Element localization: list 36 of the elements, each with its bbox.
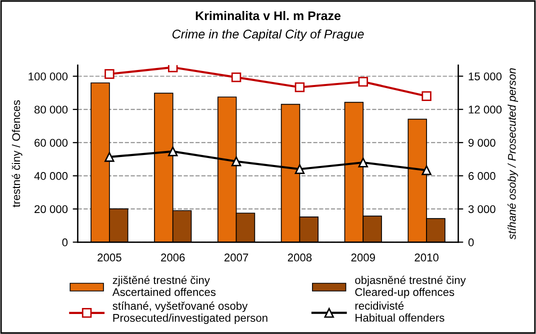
point bbox=[168, 146, 178, 156]
point bbox=[358, 76, 368, 87]
x-tick-label: 2009 bbox=[351, 254, 375, 262]
legend-label: stíhané, vyšetřované osoby Prosecuted/investigated person bbox=[112, 302, 268, 324]
y-axis-title: trestné činy / Ofences bbox=[12, 100, 22, 208]
legend-label: recidivisté Habitual offenders bbox=[355, 301, 444, 322]
point bbox=[231, 72, 242, 82]
y-tick-label: 60 000 bbox=[34, 138, 68, 147]
y-tick-label: 20 000 bbox=[34, 205, 68, 214]
y2-axis-title: stíhané osoby / Prosecuted person bbox=[508, 68, 518, 240]
x-tick-label: 2005 bbox=[98, 254, 122, 262]
point bbox=[294, 164, 305, 174]
x-tick-label: 2006 bbox=[161, 254, 185, 262]
x-tick-label: 2007 bbox=[224, 254, 248, 262]
y-tick-label: 0 bbox=[62, 238, 68, 246]
y-tick-label: 40 000 bbox=[34, 172, 68, 180]
y2-tick-label: 9 000 bbox=[468, 138, 496, 147]
point bbox=[422, 91, 432, 101]
point bbox=[168, 65, 178, 72]
x-tick-label: 2010 bbox=[414, 254, 438, 262]
point bbox=[358, 158, 368, 168]
point bbox=[231, 156, 242, 166]
point bbox=[104, 152, 114, 162]
y2-tick-label: 15 000 bbox=[468, 72, 502, 80]
y2-tick-label: 3 000 bbox=[468, 205, 496, 214]
y-tick-label: 80 000 bbox=[34, 106, 68, 114]
chart-subtitle: Crime in the Capital City of Prague bbox=[172, 29, 364, 42]
y2-tick-label: 6 000 bbox=[468, 172, 496, 180]
y-tick-label: 100 000 bbox=[28, 72, 68, 80]
x-tick-label: 2008 bbox=[288, 254, 312, 262]
y2-tick-label: 12 000 bbox=[468, 106, 502, 114]
y2-tick-label: 0 bbox=[468, 238, 474, 246]
point bbox=[104, 69, 114, 79]
point bbox=[294, 82, 305, 92]
chart-title: Kriminalita v Hl. m Praze bbox=[196, 10, 341, 20]
point bbox=[422, 165, 432, 176]
